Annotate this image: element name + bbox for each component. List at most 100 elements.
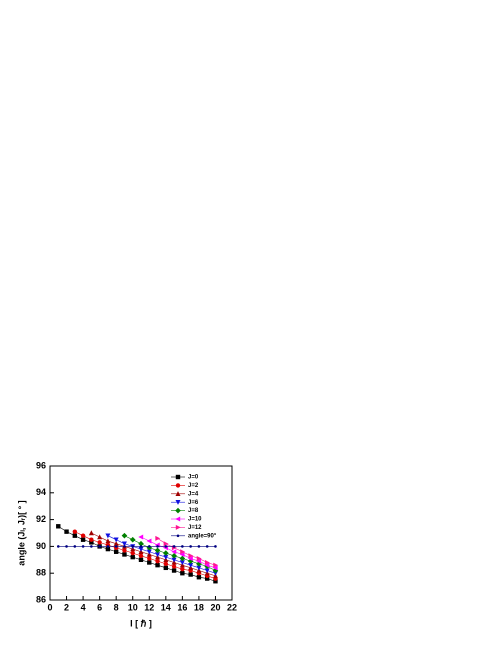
marker	[114, 545, 118, 548]
y-tick-label: 88	[36, 568, 46, 578]
marker	[73, 545, 77, 548]
marker	[113, 537, 119, 543]
marker	[196, 565, 202, 571]
x-tick-label: 4	[81, 602, 86, 612]
marker	[163, 541, 169, 547]
marker	[175, 524, 181, 530]
marker	[213, 579, 218, 584]
marker	[205, 545, 209, 548]
x-tick-label: 14	[161, 602, 171, 612]
marker	[155, 562, 160, 568]
marker	[163, 554, 169, 560]
marker	[105, 538, 111, 544]
marker	[80, 533, 86, 538]
marker	[138, 540, 144, 547]
marker	[156, 545, 159, 548]
legend-label: J=8	[188, 508, 199, 514]
marker	[212, 567, 219, 574]
marker	[56, 545, 60, 548]
legend-label: J=6	[188, 500, 199, 506]
y-tick-label: 96	[36, 460, 46, 470]
marker	[175, 516, 181, 522]
marker	[72, 529, 78, 534]
marker	[147, 560, 152, 565]
x-tick-label: 8	[114, 602, 119, 612]
x-tick-label: 16	[177, 602, 187, 612]
marker	[80, 537, 86, 542]
marker	[188, 553, 194, 559]
marker	[204, 559, 210, 565]
y-tick-label: 90	[36, 541, 46, 551]
marker	[212, 571, 218, 576]
marker	[212, 565, 218, 571]
marker	[204, 562, 210, 568]
x-tick-label: 18	[194, 602, 204, 612]
marker	[146, 538, 152, 544]
marker	[171, 557, 177, 563]
marker	[147, 545, 151, 548]
marker	[90, 545, 93, 548]
marker	[123, 545, 126, 548]
y-tick-label: 92	[36, 514, 46, 524]
marker	[106, 545, 110, 548]
marker	[189, 545, 192, 548]
marker	[122, 548, 127, 553]
plot-frame	[49, 465, 233, 601]
series-line	[91, 532, 216, 577]
marker	[155, 552, 161, 558]
marker	[155, 558, 160, 564]
marker	[56, 524, 61, 529]
marker	[64, 529, 69, 534]
marker	[146, 549, 152, 555]
marker	[138, 534, 144, 540]
marker	[113, 549, 119, 554]
legend-label: angle=90°	[188, 533, 217, 539]
marker	[88, 530, 94, 536]
marker	[139, 545, 143, 548]
marker	[204, 576, 210, 581]
marker	[181, 545, 184, 548]
marker	[175, 491, 181, 496]
marker	[164, 545, 168, 548]
y-tick-label: 94	[36, 487, 46, 497]
marker	[138, 546, 144, 552]
marker	[81, 545, 85, 548]
x-tick-label: 20	[210, 602, 220, 612]
marker	[187, 558, 194, 564]
marker	[146, 544, 153, 551]
marker	[175, 474, 181, 480]
marker	[138, 557, 144, 562]
marker	[89, 540, 94, 545]
marker	[179, 555, 186, 562]
marker	[175, 500, 181, 505]
x-tick-label: 10	[128, 602, 138, 612]
marker	[196, 555, 202, 561]
marker	[171, 568, 177, 573]
marker	[180, 566, 185, 572]
marker	[179, 560, 185, 566]
marker	[163, 561, 169, 567]
marker	[138, 553, 144, 558]
marker	[129, 536, 136, 543]
marker	[121, 541, 127, 547]
y-axis-label: angle (Jₗ, Jᵣ)[ ° ]	[16, 500, 26, 565]
marker	[179, 551, 185, 557]
marker	[197, 545, 201, 548]
legend-label: J=2	[188, 483, 199, 489]
marker	[187, 555, 193, 561]
marker	[188, 562, 194, 568]
marker	[147, 556, 152, 561]
legend-label: J=12	[188, 525, 202, 531]
x-tick-label: 6	[97, 602, 102, 612]
legend-label: J=0	[188, 475, 199, 481]
x-tick-label: 22	[227, 602, 237, 612]
marker	[171, 549, 177, 555]
x-axis-label: I [ ℏ ]	[130, 618, 152, 628]
marker	[130, 554, 135, 560]
marker	[171, 564, 177, 569]
marker	[214, 545, 217, 548]
marker	[163, 550, 169, 556]
series-line	[140, 536, 216, 569]
